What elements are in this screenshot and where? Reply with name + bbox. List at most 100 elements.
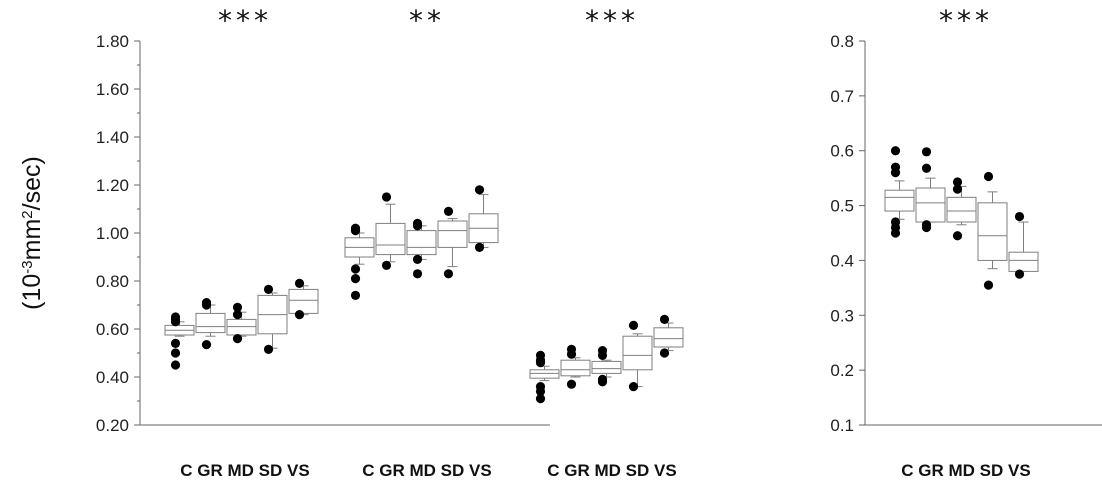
outlier-point	[983, 280, 994, 290]
outlier-point	[535, 386, 546, 396]
y-axis-label: (10-3mm2/sec)	[18, 156, 46, 310]
outlier-point	[412, 221, 423, 231]
y-axis-label-part: (10	[18, 274, 46, 310]
outlier-point	[350, 226, 361, 236]
outlier-point	[921, 147, 932, 157]
outlier-point	[628, 320, 639, 330]
box	[288, 288, 319, 314]
y-tick-label: 0.3	[830, 306, 854, 325]
y-tick-label: 1.60	[96, 80, 129, 99]
outlier-point	[232, 310, 243, 320]
outlier-point	[952, 177, 963, 187]
y-tick-label: 0.8	[830, 32, 854, 51]
outlier-point	[535, 394, 546, 404]
significance-label: ***	[585, 4, 639, 37]
box	[915, 187, 946, 223]
outlier-point	[201, 300, 212, 310]
outlier-point	[350, 264, 361, 274]
outlier-point	[535, 358, 546, 368]
outlier-point	[412, 269, 423, 279]
outlier-point	[659, 314, 670, 324]
y-tick-label: 0.1	[830, 416, 854, 435]
box	[622, 335, 653, 371]
outlier-point	[170, 338, 181, 348]
outlier-point	[474, 242, 485, 252]
y-tick-label: 1.80	[96, 32, 129, 51]
y-tick-label: 0.60	[96, 320, 129, 339]
group-label: C GR MD SD VS	[547, 461, 676, 480]
group-label: C GR MD SD VS	[180, 461, 309, 480]
box	[946, 196, 977, 223]
outlier-point	[659, 348, 670, 358]
box	[375, 222, 406, 256]
outlier-point	[201, 340, 212, 350]
box	[529, 369, 560, 379]
outlier-point	[232, 334, 243, 344]
y-tick-label: 0.4	[830, 251, 854, 270]
box	[977, 202, 1008, 261]
outlier-point	[263, 344, 274, 354]
box	[653, 327, 684, 348]
y-tick-label: 0.80	[96, 272, 129, 291]
outlier-point	[566, 379, 577, 389]
outlier-point	[350, 274, 361, 284]
outlier-point	[597, 377, 608, 387]
outlier-point	[952, 231, 963, 241]
y-tick-label: 0.40	[96, 368, 129, 387]
boxes-layer	[164, 146, 1039, 404]
outlier-point	[294, 310, 305, 320]
outlier-point	[1014, 211, 1025, 222]
box	[591, 360, 622, 374]
y-tick-label: 1.00	[96, 224, 129, 243]
outlier-point	[921, 222, 932, 233]
box	[406, 230, 437, 256]
outlier-point	[474, 185, 485, 195]
outlier-point	[597, 350, 608, 360]
outlier-point	[890, 146, 901, 156]
group-label: C GR MD SD VS	[901, 461, 1030, 480]
y-tick-label: 0.5	[830, 197, 854, 216]
y-axis-label-part: -3	[19, 260, 36, 273]
outlier-point	[443, 206, 454, 216]
outlier-point	[412, 254, 423, 264]
y-tick-label: 0.6	[830, 142, 854, 161]
outlier-point	[170, 360, 181, 370]
outlier-point	[232, 302, 243, 312]
outlier-point	[381, 192, 392, 202]
box	[560, 359, 591, 377]
text-layer: 0.20 0.40 0.60 0.80 1.00 1.20 1.40 1.60 1.80 C GR…	[18, 4, 1031, 480]
group-label: C GR MD SD VS	[362, 461, 491, 480]
box	[437, 220, 468, 248]
y-tick-label: 0.7	[830, 87, 854, 106]
outlier-point	[170, 317, 181, 327]
y-axis-label-part: /sec)	[18, 156, 46, 210]
outlier-point	[983, 171, 994, 182]
box	[884, 189, 915, 212]
y-tick-label: 0.2	[830, 361, 854, 380]
outlier-point	[890, 228, 901, 238]
box	[226, 318, 257, 336]
y-axis-label-part: mm	[18, 219, 46, 261]
outlier-point	[566, 349, 577, 359]
y-tick-label: 1.40	[96, 128, 129, 147]
y-tick-label: 1.20	[96, 176, 129, 195]
outlier-point	[263, 284, 274, 294]
outlier-point	[294, 278, 305, 288]
significance-label: ***	[218, 4, 272, 37]
outlier-point	[952, 184, 963, 194]
y-axis-label-part: 2	[19, 210, 36, 218]
box	[195, 312, 226, 334]
outlier-point	[170, 348, 181, 358]
outlier-point	[443, 269, 454, 279]
outlier-point	[1014, 269, 1025, 279]
significance-label: **	[409, 4, 445, 37]
box	[1008, 251, 1039, 272]
outlier-point	[381, 260, 392, 270]
y-tick-label: 0.20	[96, 416, 129, 435]
outlier-point	[890, 168, 901, 178]
outlier-point	[350, 290, 361, 300]
significance-label: ***	[939, 4, 993, 37]
outlier-point	[921, 163, 932, 173]
axes-layer	[134, 40, 1102, 426]
